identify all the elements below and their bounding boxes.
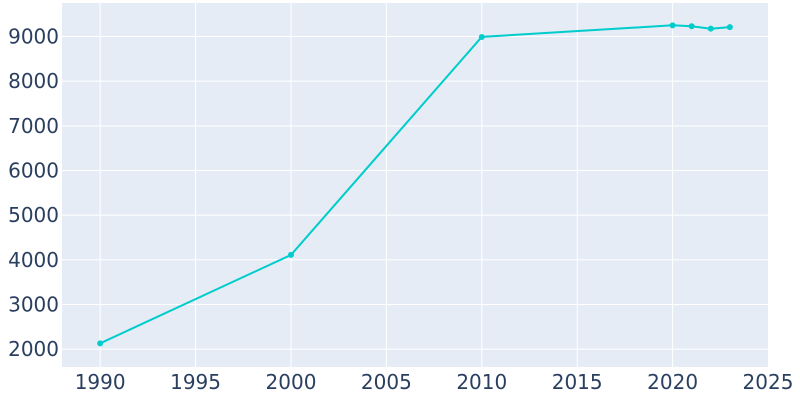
y-tick-label: 5000: [8, 203, 59, 227]
y-tick-label: 8000: [8, 69, 59, 93]
data-point[interactable]: [669, 22, 676, 29]
x-tick-label: 1995: [170, 370, 221, 394]
data-point[interactable]: [478, 33, 485, 40]
y-tick-label: 4000: [8, 248, 59, 272]
x-tick-label: 2020: [647, 370, 698, 394]
x-tick-label: 2005: [361, 370, 412, 394]
x-tick-label: 2025: [743, 370, 794, 394]
y-tick-label: 2000: [8, 337, 59, 361]
gridlines: [62, 3, 768, 367]
data-point[interactable]: [726, 24, 733, 31]
data-point[interactable]: [287, 251, 294, 258]
x-tick-label: 2010: [456, 370, 507, 394]
y-tick-label: 6000: [8, 158, 59, 182]
x-tick-label: 1990: [75, 370, 126, 394]
y-tick-label: 7000: [8, 114, 59, 138]
data-point[interactable]: [707, 25, 714, 32]
data-point[interactable]: [97, 340, 104, 347]
series-layer: [97, 22, 733, 347]
data-point[interactable]: [688, 23, 695, 30]
x-tick-label: 2000: [266, 370, 317, 394]
y-tick-label: 3000: [8, 292, 59, 316]
y-tick-label: 9000: [8, 24, 59, 48]
y-axis-tick-labels: 2000 3000 4000 5000 6000 7000 8000 9000: [8, 24, 59, 361]
x-tick-label: 2015: [552, 370, 603, 394]
x-axis-tick-labels: 1990 1995 2000 2005 2010 2015 2020 2025: [75, 370, 794, 394]
